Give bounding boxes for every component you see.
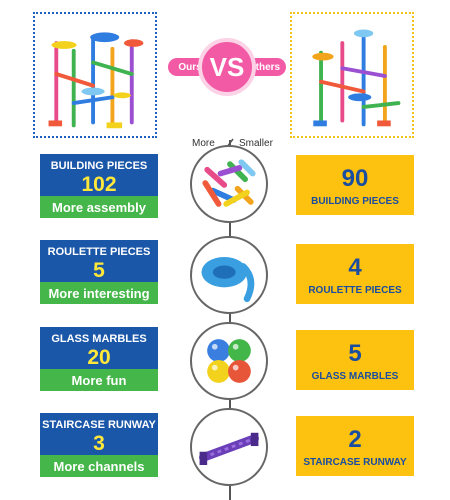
smaller-heading: Smaller	[239, 138, 273, 149]
others-card-title: BUILDING PIECES	[311, 196, 399, 207]
ours-glass-marbles-card: GLASS MARBLES 20 More fun	[40, 327, 158, 391]
ours-card-tagline: More fun	[40, 369, 158, 391]
staircase-runway-icon	[190, 408, 268, 486]
others-product-image	[290, 12, 414, 138]
glass-marbles-icon	[190, 322, 268, 400]
others-card-value: 2	[348, 426, 362, 453]
ours-card-tagline: More interesting	[40, 282, 158, 304]
others-staircase-runway-card: 2 STAIRCASE RUNWAY	[296, 416, 414, 476]
others-card-title: STAIRCASE RUNWAY	[303, 457, 407, 468]
ours-staircase-runway-card: STAIRCASE RUNWAY 3 More channels	[40, 413, 158, 477]
roulette-piece-icon	[190, 236, 268, 314]
others-building-pieces-card: 90 BUILDING PIECES	[296, 155, 414, 215]
divider-line	[229, 140, 231, 500]
ours-product-image	[33, 12, 157, 138]
others-roulette-pieces-card: 4 ROULETTE PIECES	[296, 244, 414, 304]
building-pieces-icon	[190, 145, 268, 223]
more-heading: More	[192, 138, 215, 149]
others-card-value: 5	[348, 340, 362, 367]
ours-card-tagline: More assembly	[40, 196, 158, 218]
vs-badge: VS	[198, 38, 256, 96]
ours-card-tagline: More channels	[40, 455, 158, 477]
ours-card-value: 5	[93, 259, 105, 282]
ours-card-value: 3	[93, 432, 105, 455]
others-card-title: ROULETTE PIECES	[308, 285, 402, 296]
others-card-value: 90	[341, 165, 369, 192]
others-card-title: GLASS MARBLES	[311, 371, 399, 382]
ours-card-value: 20	[87, 346, 111, 369]
ours-building-pieces-card: BUILDING PIECES 102 More assembly	[40, 154, 158, 218]
ours-card-title: STAIRCASE RUNWAY	[42, 419, 156, 431]
ours-card-title: ROULETTE PIECES	[47, 246, 151, 258]
others-glass-marbles-card: 5 GLASS MARBLES	[296, 330, 414, 390]
ours-card-title: BUILDING PIECES	[50, 160, 148, 172]
ours-card-value: 102	[81, 173, 117, 196]
ours-card-title: GLASS MARBLES	[51, 333, 147, 345]
others-card-value: 4	[348, 254, 362, 281]
ours-roulette-pieces-card: ROULETTE PIECES 5 More interesting	[40, 240, 158, 304]
